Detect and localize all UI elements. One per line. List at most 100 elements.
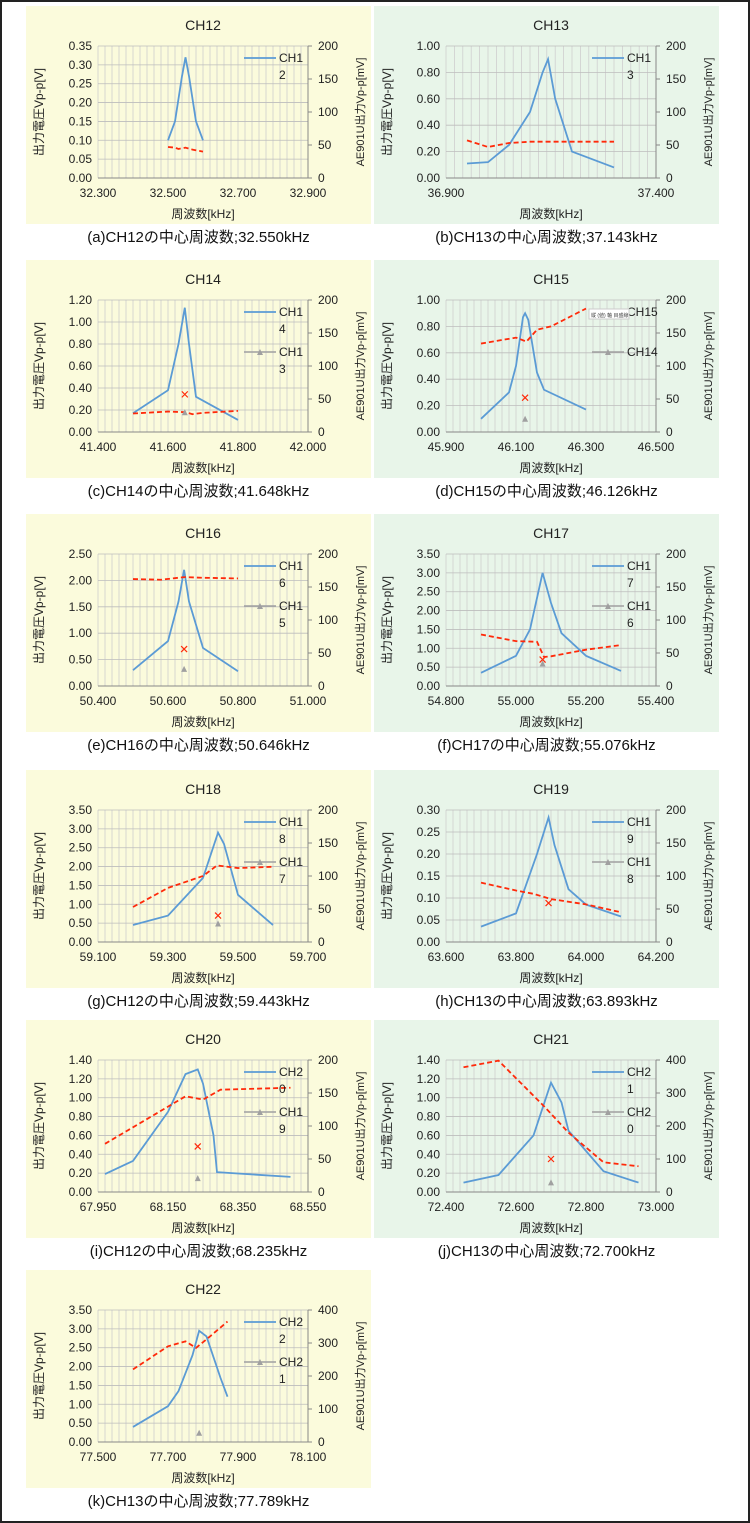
y2-axis-label: AE901U出力Vp-p[mV] bbox=[701, 1072, 715, 1181]
y2-tick-label: 50 bbox=[318, 138, 332, 152]
series-blue-line bbox=[480, 572, 622, 674]
legend-label: CH2 bbox=[627, 1105, 651, 1119]
x-tick-label: 42.000 bbox=[290, 440, 327, 454]
legend-label-continued: 1 bbox=[279, 1372, 286, 1386]
legend-label-continued: 6 bbox=[627, 616, 634, 630]
x-tick-label: 37.400 bbox=[638, 186, 675, 200]
cross-marker bbox=[180, 645, 188, 653]
x-tick-label: 72.600 bbox=[498, 1200, 535, 1214]
y2-tick-label: 100 bbox=[318, 105, 338, 119]
x-tick-label: 73.000 bbox=[638, 1200, 675, 1214]
x-tick-label: 55.000 bbox=[498, 694, 535, 708]
chart-svg: 0.00 0.50 1.00 1.50 2.00 2.50 3.00 3.50 0 50 100 15… bbox=[32, 781, 367, 985]
y-tick-label: 2.50 bbox=[417, 585, 441, 599]
legend-label: CH14 bbox=[627, 345, 658, 359]
y2-tick-label: 50 bbox=[318, 1152, 332, 1166]
legend-label: CH2 bbox=[279, 1355, 303, 1369]
triangle-marker bbox=[215, 920, 222, 927]
legend-triangle-icon bbox=[605, 603, 611, 609]
y-tick-label: 0.40 bbox=[69, 1147, 93, 1161]
x-axis-label: 周波数[kHz] bbox=[171, 1470, 234, 1485]
y2-axis-label: AE901U出力Vp-p[mV] bbox=[353, 1322, 367, 1431]
x-axis-label: 周波数[kHz] bbox=[171, 460, 234, 475]
x-tick-label: 63.600 bbox=[428, 950, 465, 964]
y2-tick-label: 200 bbox=[666, 39, 686, 53]
y-tick-label: 2.00 bbox=[69, 573, 93, 587]
y2-tick-label: 200 bbox=[666, 293, 686, 307]
chart-panel-ch15: 0.00 0.20 0.40 0.60 0.80 1.00 0 50 100 150 200 45.9… bbox=[374, 260, 724, 510]
legend-triangle-icon bbox=[257, 603, 263, 609]
triangle-marker bbox=[194, 1175, 201, 1182]
chart-svg: 0.00 0.20 0.40 0.60 0.80 1.00 0 50 100 150 200 36.9… bbox=[380, 17, 715, 221]
tooltip-box bbox=[588, 308, 630, 320]
y-tick-label: 0.20 bbox=[69, 403, 93, 417]
y-tick-label: 0.80 bbox=[417, 319, 441, 333]
y2-tick-label: 50 bbox=[318, 392, 332, 406]
y2-axis-label: AE901U出力Vp-p[mV] bbox=[353, 822, 367, 931]
y-tick-label: 0.20 bbox=[417, 145, 441, 159]
y2-tick-label: 150 bbox=[318, 1086, 338, 1100]
y2-tick-label: 200 bbox=[318, 39, 338, 53]
y-tick-label: 3.00 bbox=[417, 566, 441, 580]
y2-tick-label: 150 bbox=[666, 580, 686, 594]
legend-label-continued: 2 bbox=[279, 68, 286, 82]
series-red-dashed-line bbox=[463, 1059, 639, 1168]
chart-svg: 0.00 0.20 0.40 0.60 0.80 1.00 1.20 1.40 0 100 200 3… bbox=[380, 1031, 715, 1235]
y2-tick-label: 150 bbox=[666, 836, 686, 850]
y2-tick-label: 0 bbox=[318, 425, 325, 439]
y-tick-label: 0.60 bbox=[69, 359, 93, 373]
chart-panel-ch17: 0.00 0.50 1.00 1.50 2.00 2.50 3.00 3.50 0 50 100 15… bbox=[374, 514, 724, 764]
y-tick-label: 1.00 bbox=[69, 1091, 93, 1105]
y-axis-label: 出力電圧Vp-p[V] bbox=[380, 1082, 394, 1170]
cross-marker bbox=[547, 1155, 555, 1163]
x-tick-label: 72.800 bbox=[568, 1200, 605, 1214]
legend-label-continued: 0 bbox=[279, 1082, 286, 1096]
y-tick-label: 3.00 bbox=[69, 822, 93, 836]
series-blue-line bbox=[463, 1080, 639, 1184]
series-blue-line bbox=[132, 307, 239, 421]
y2-tick-label: 0 bbox=[318, 171, 325, 185]
y-tick-label: 1.40 bbox=[417, 1053, 441, 1067]
legend-triangle-icon bbox=[605, 859, 611, 865]
y-tick-label: 3.50 bbox=[69, 803, 93, 817]
legend-label: CH2 bbox=[279, 1065, 303, 1079]
y2-tick-label: 300 bbox=[666, 1086, 686, 1100]
chart-svg: 0.00 0.20 0.40 0.60 0.80 1.00 1.20 1.40 0 50 100 15… bbox=[32, 1031, 367, 1235]
chart-svg: 0.00 0.05 0.10 0.15 0.20 0.25 0.30 0.35 0 50 100 15… bbox=[32, 17, 367, 221]
y2-tick-label: 0 bbox=[318, 1435, 325, 1449]
y-tick-label: 0.40 bbox=[417, 1147, 441, 1161]
x-tick-label: 41.800 bbox=[220, 440, 257, 454]
y-tick-label: 0.80 bbox=[69, 337, 93, 351]
y-tick-label: 3.00 bbox=[69, 1322, 93, 1336]
chart-title: CH14 bbox=[185, 271, 221, 287]
y2-tick-label: 50 bbox=[318, 902, 332, 916]
y2-tick-label: 100 bbox=[318, 613, 338, 627]
y-tick-label: 0.60 bbox=[69, 1128, 93, 1142]
legend-label-continued: 2 bbox=[279, 1332, 286, 1346]
y-tick-label: 0.05 bbox=[417, 913, 441, 927]
legend-label: CH1 bbox=[627, 559, 651, 573]
legend-triangle-icon bbox=[257, 859, 263, 865]
y-tick-label: 0.25 bbox=[69, 77, 93, 91]
chart-area: 0.00 0.50 1.00 1.50 2.00 2.50 3.00 3.50 0 50 100 15… bbox=[26, 770, 371, 988]
x-tick-label: 55.200 bbox=[568, 694, 605, 708]
y2-tick-label: 100 bbox=[666, 359, 686, 373]
x-tick-label: 51.000 bbox=[290, 694, 327, 708]
legend-label-continued: 1 bbox=[627, 1082, 634, 1096]
x-tick-label: 50.400 bbox=[80, 694, 117, 708]
y-tick-label: 0.00 bbox=[417, 1185, 441, 1199]
y-tick-label: 2.00 bbox=[69, 1360, 93, 1374]
legend-label-continued: 8 bbox=[279, 832, 286, 846]
chart-area: 0.00 0.20 0.40 0.60 0.80 1.00 0 50 100 150 200 36.9… bbox=[374, 6, 719, 224]
y2-tick-label: 50 bbox=[666, 902, 680, 916]
y-tick-label: 0.10 bbox=[69, 133, 93, 147]
legend-label-continued: 3 bbox=[627, 68, 634, 82]
chart-caption: (j)CH13の中心周波数;72.700kHz bbox=[437, 1243, 656, 1260]
chart-caption: (k)CH13の中心周波数;77.789kHz bbox=[87, 1493, 310, 1510]
x-tick-label: 77.500 bbox=[80, 1450, 117, 1464]
series-blue-line bbox=[480, 311, 587, 420]
legend-label: CH1 bbox=[279, 305, 303, 319]
y-tick-label: 2.50 bbox=[69, 547, 93, 561]
y2-tick-label: 100 bbox=[666, 613, 686, 627]
legend-label: CH15 bbox=[627, 305, 658, 319]
